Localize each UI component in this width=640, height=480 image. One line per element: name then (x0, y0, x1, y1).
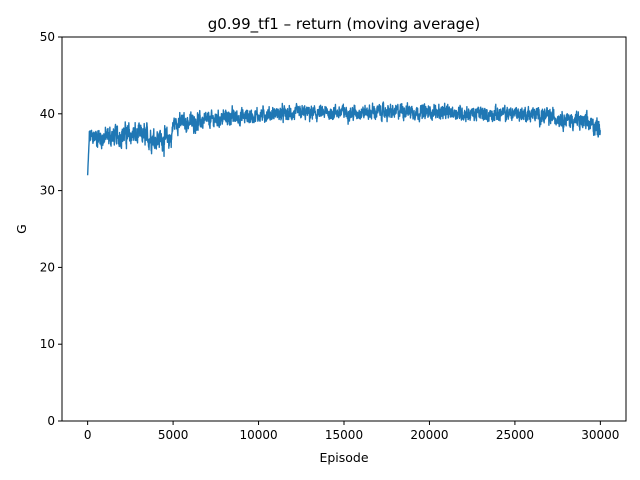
y-tick-label: 40 (40, 107, 55, 121)
x-tick-label: 25000 (496, 428, 534, 442)
y-tick-label: 0 (47, 414, 55, 428)
x-axis-label: Episode (319, 450, 368, 465)
plot-frame (61, 36, 627, 422)
y-tick-label: 50 (40, 30, 55, 44)
x-tick-label: 15000 (325, 428, 363, 442)
x-tick-label: 20000 (410, 428, 448, 442)
x-axis: 0 5000 10000 15000 20000 25000 30000 (84, 421, 619, 442)
chart-title: g0.99_tf1 – return (moving average) (208, 15, 481, 34)
x-tick-label: 30000 (581, 428, 619, 442)
series-line (86, 101, 602, 176)
y-tick-label: 20 (40, 260, 55, 274)
y-tick-label: 10 (40, 337, 55, 351)
x-tick-label: 0 (84, 428, 92, 442)
y-tick-label: 30 (40, 184, 55, 198)
x-tick-label: 10000 (239, 428, 277, 442)
plot-area (61, 36, 627, 422)
x-tick-label: 5000 (158, 428, 189, 442)
y-axis-label: G (14, 224, 29, 234)
y-axis: 0 10 20 30 40 50 (40, 30, 62, 428)
